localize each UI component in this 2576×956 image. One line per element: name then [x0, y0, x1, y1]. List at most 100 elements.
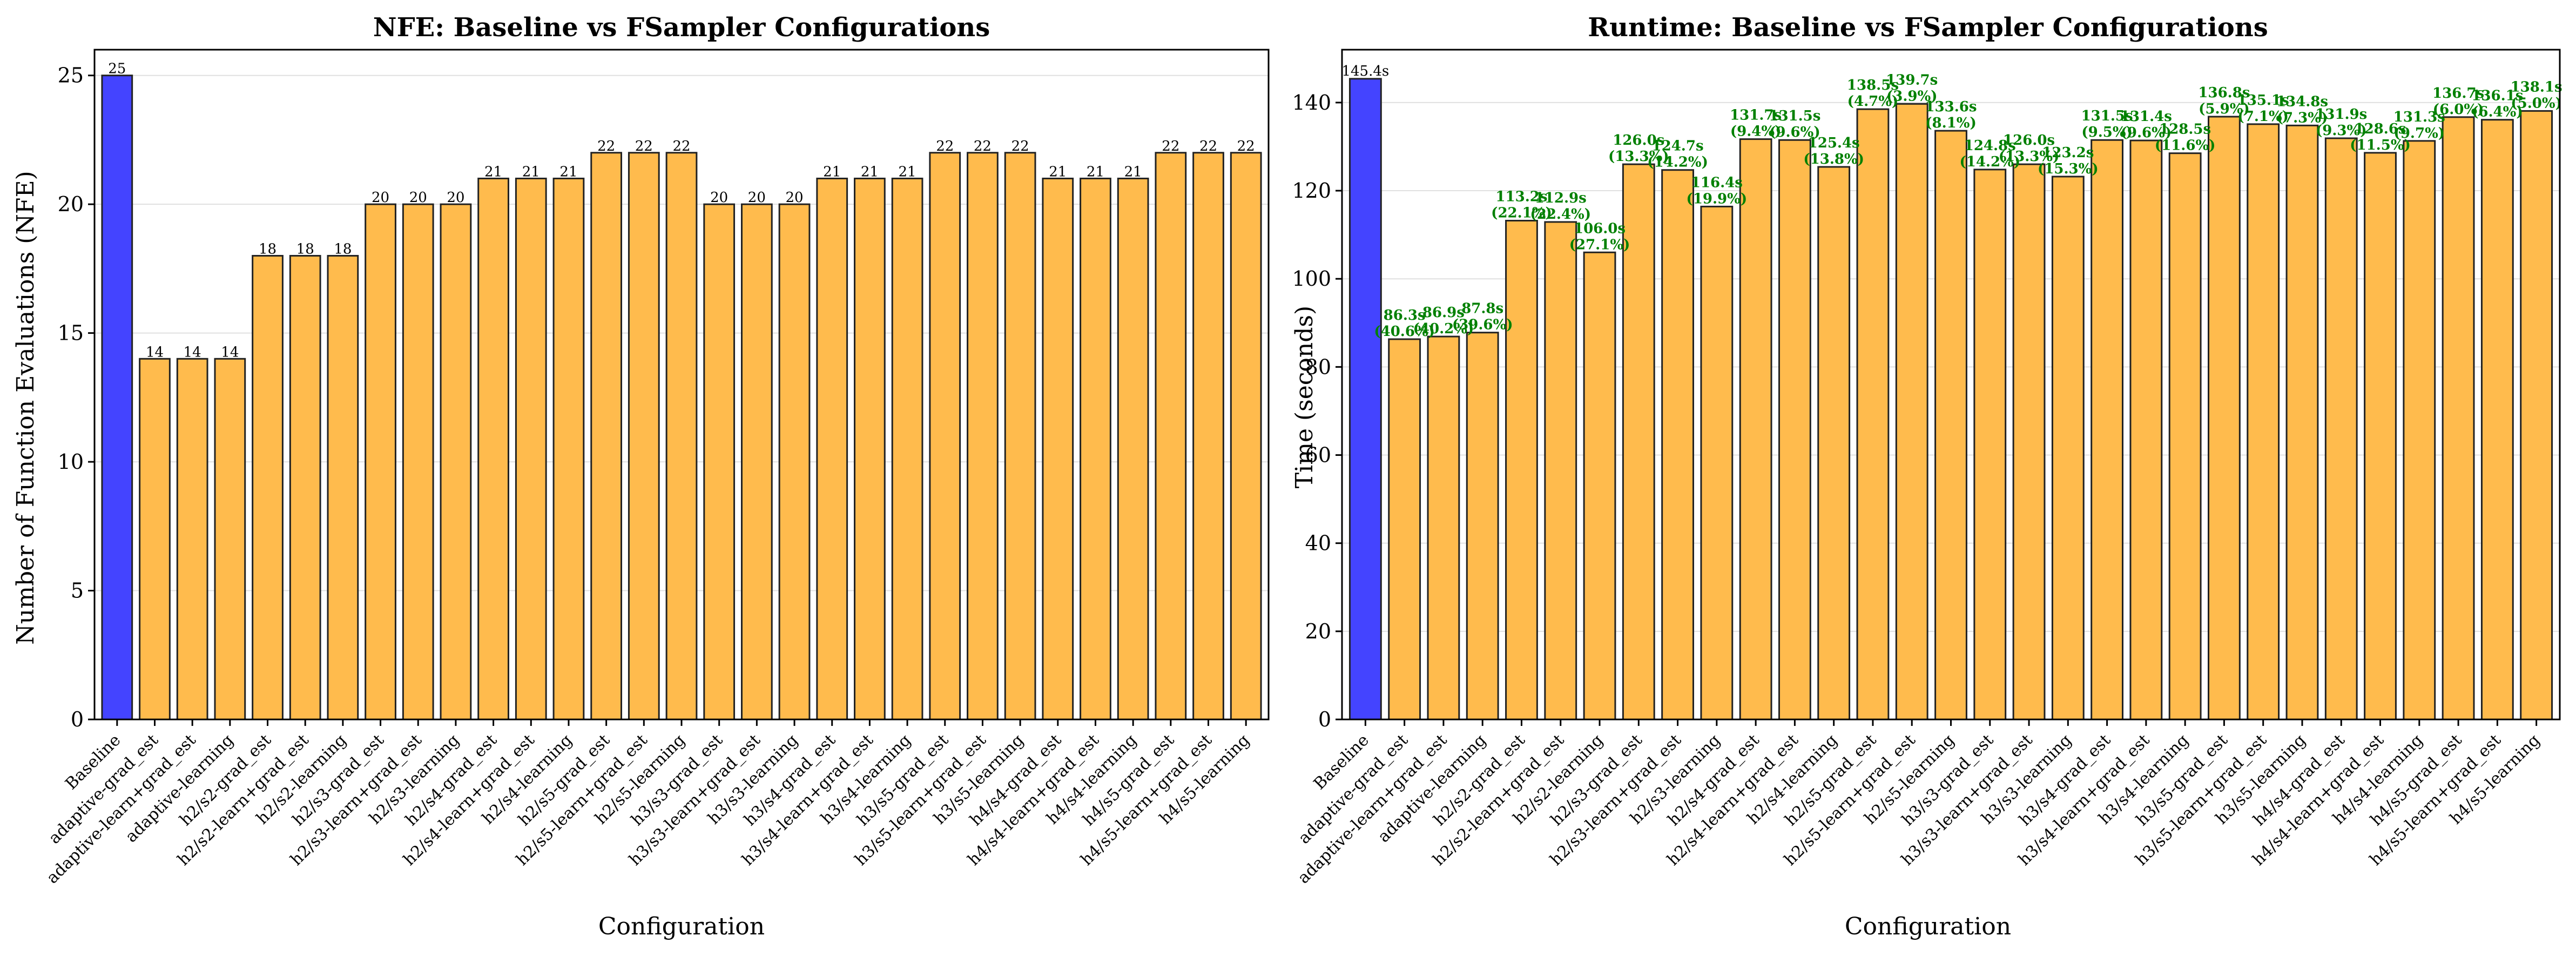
bar: [1817, 166, 1851, 721]
bar-value-label: (40.6%): [1374, 324, 1435, 340]
bar: [2285, 124, 2319, 721]
bar-value-label: 136.1s: [2471, 88, 2523, 104]
bar-value-label: 138.5s: [1847, 77, 1899, 93]
bar-value-label: 20: [372, 190, 389, 206]
bar-value-label: (9.7%): [2394, 125, 2445, 142]
bar-value-label: (9.6%): [2121, 125, 2172, 141]
bar-value-label: 20: [447, 190, 464, 206]
bar-value-label: 128.5s: [2159, 122, 2211, 138]
bar: [703, 203, 736, 721]
bar: [1583, 251, 1616, 721]
bar-value-label: (13.3%): [1999, 149, 2060, 165]
bar-value-label: 116.4s: [1691, 174, 1743, 191]
bar-value-label: (13.3%): [1608, 149, 1669, 165]
bar: [2324, 137, 2358, 721]
bar: [1466, 332, 1499, 721]
bar-value-label: 87.8s: [1461, 301, 1503, 317]
bar: [665, 152, 698, 721]
bar-value-label: 14: [184, 344, 201, 360]
bar-value-label: 22: [1011, 138, 1029, 154]
bar: [2442, 116, 2475, 721]
y-axis-label: Number of Function Evaluations (NFE): [12, 171, 39, 644]
bar-value-label: (3.9%): [1886, 88, 1938, 104]
bar: [1080, 177, 1111, 721]
bar-value-label: (13.8%): [1803, 151, 1864, 167]
bar-value-label: 113.2s: [1495, 189, 1547, 205]
bar-value-label: 22: [974, 138, 992, 154]
bar-value-label: 134.8s: [2276, 93, 2328, 110]
bar-value-label: (19.9%): [1687, 191, 1748, 207]
bar-value-label: 18: [296, 241, 314, 258]
bar: [2208, 116, 2241, 721]
bar-value-label: (4.7%): [1847, 93, 1899, 110]
y-tick-label: 25: [58, 64, 84, 87]
y-tick-label: 20: [58, 192, 84, 216]
y-tick-label: 20: [1305, 620, 1331, 643]
bar-value-label: (11.6%): [2155, 138, 2216, 154]
bars: [1348, 78, 2553, 721]
bar: [2480, 119, 2514, 721]
bar-value-label: 133.6s: [1925, 99, 1977, 115]
runtime-chart: Runtime: Baseline vs FSampler Configurat…: [1291, 12, 2562, 940]
bar: [967, 152, 999, 721]
bar: [2012, 163, 2046, 721]
bar-value-label: 136.7s: [2432, 85, 2484, 102]
bar: [2091, 139, 2124, 721]
bar-value-label: 22: [672, 138, 690, 154]
bar-value-label: (6.4%): [2472, 104, 2523, 120]
y-axis-ticks: 0 5 10 15 20 25: [58, 64, 95, 731]
bar-value-label: (8.1%): [1925, 115, 1977, 131]
y-axis-label: Time (seconds): [1291, 306, 1318, 488]
bar-value-label: (40.2%): [1413, 321, 1474, 337]
plot-frame: [93, 49, 1270, 721]
bar-value-label: 22: [936, 138, 954, 154]
bar: [1934, 130, 1967, 721]
bar-value-label: (9.3%): [2316, 123, 2367, 139]
bar-value-label: (14.2%): [1647, 154, 1708, 171]
bar: [816, 177, 848, 721]
bar: [1348, 78, 1382, 721]
x-axis-label: Configuration: [598, 913, 765, 940]
bar-value-label: (39.6%): [1452, 317, 1513, 333]
bar: [891, 177, 923, 721]
bar: [628, 152, 660, 721]
bar: [590, 152, 623, 721]
bar: [2520, 110, 2553, 721]
bar: [1042, 177, 1074, 721]
bar: [477, 177, 509, 721]
bar-value-label: 145.4s: [1341, 63, 1389, 79]
plot-frame: [1341, 49, 2561, 721]
bar: [1661, 169, 1694, 721]
x-axis-label: Configuration: [1845, 913, 2011, 940]
bar-value-label: 124.7s: [1652, 138, 1704, 154]
bar: [2403, 140, 2436, 721]
bar: [1973, 169, 2007, 721]
y-tick-label: 120: [1292, 179, 1331, 203]
y-tick-label: 10: [58, 450, 84, 474]
y-tick-label: 80: [1305, 355, 1331, 379]
bar-value-label: 21: [1124, 164, 1142, 180]
bar: [2364, 152, 2397, 721]
bar-value-label: 106.0s: [1574, 220, 1626, 237]
bar-value-label: 131.5s: [2081, 108, 2133, 124]
bar-value-label: 136.8s: [2198, 85, 2250, 101]
bar: [289, 255, 321, 721]
bar-value-label: (7.1%): [2237, 109, 2289, 125]
bar-value-label: 22: [1199, 138, 1217, 154]
bar-value-label: (9.5%): [2081, 124, 2133, 140]
bar-value-label: 25: [108, 61, 126, 77]
bar: [1155, 152, 1187, 721]
bar-value-label: (6.0%): [2433, 102, 2484, 118]
bar-value-label: 18: [259, 241, 277, 258]
bar: [1778, 139, 1811, 721]
bar-value-label: (14.2%): [1959, 154, 2020, 170]
bar: [2051, 176, 2085, 721]
bar-value-label: 21: [522, 164, 540, 180]
bar: [854, 177, 886, 721]
bar-value-label: 22: [1162, 138, 1179, 154]
bar: [214, 358, 246, 721]
bar-value-label: 14: [146, 344, 164, 360]
y-tick-label: 100: [1292, 267, 1331, 291]
bar: [1895, 103, 1928, 721]
